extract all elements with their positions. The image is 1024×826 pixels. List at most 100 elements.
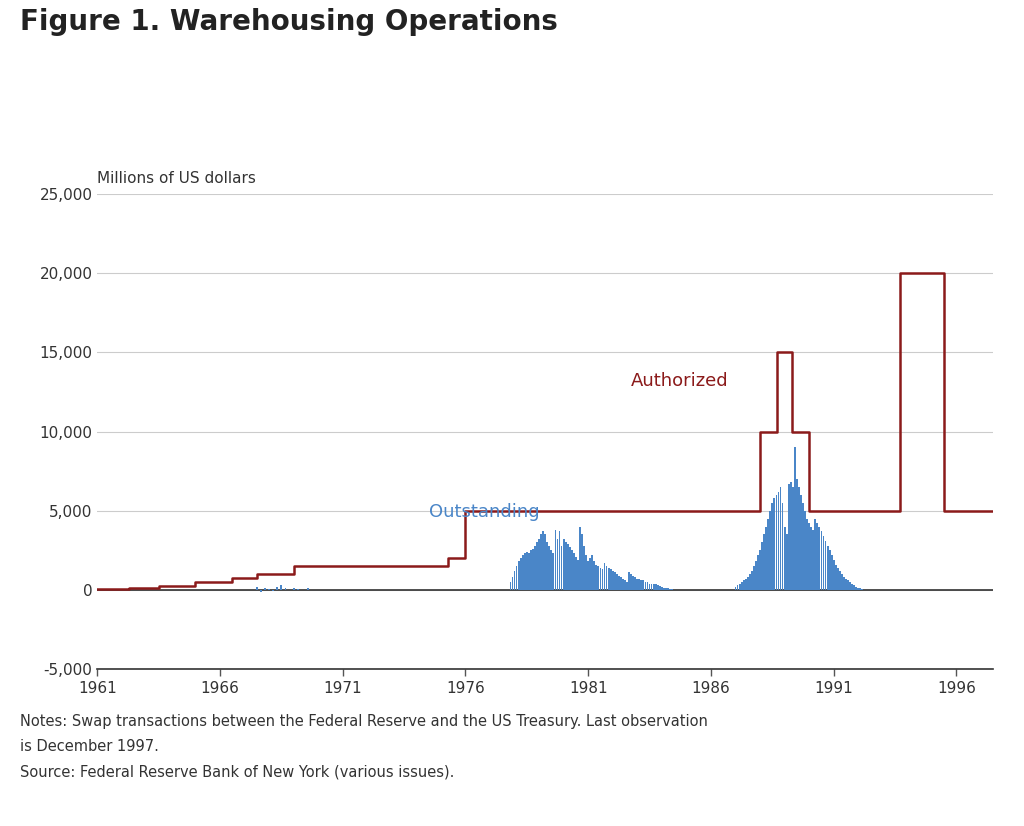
Bar — [564, 543, 566, 590]
Bar — [808, 524, 810, 590]
Bar — [281, 585, 283, 590]
Bar — [851, 583, 853, 590]
Bar — [557, 539, 558, 590]
Bar — [644, 582, 646, 590]
Bar — [771, 503, 773, 590]
Bar — [626, 582, 628, 590]
Bar — [796, 479, 798, 590]
Bar — [837, 567, 839, 590]
Bar — [307, 588, 309, 590]
Bar — [810, 527, 812, 590]
Bar — [663, 587, 665, 590]
Bar — [589, 558, 591, 590]
Bar — [526, 552, 527, 590]
Bar — [783, 527, 785, 590]
Bar — [800, 495, 802, 590]
Bar — [636, 579, 638, 590]
Bar — [835, 565, 837, 590]
Bar — [532, 548, 534, 590]
Bar — [740, 582, 742, 590]
Bar — [660, 586, 663, 590]
Bar — [841, 574, 843, 590]
Bar — [551, 550, 552, 590]
Bar — [812, 529, 814, 590]
Bar — [826, 546, 828, 590]
Bar — [609, 569, 611, 590]
Bar — [650, 583, 652, 590]
Bar — [773, 498, 775, 590]
Bar — [785, 534, 787, 590]
Bar — [561, 546, 562, 590]
Bar — [624, 581, 626, 590]
Bar — [570, 550, 572, 590]
Bar — [293, 588, 295, 590]
Bar — [753, 566, 755, 590]
Bar — [276, 586, 279, 590]
Bar — [787, 484, 790, 590]
Bar — [652, 583, 654, 590]
Bar — [617, 576, 620, 590]
Bar — [843, 577, 845, 590]
Bar — [746, 577, 749, 590]
Bar — [632, 576, 634, 590]
Bar — [514, 571, 515, 590]
Bar — [734, 586, 736, 590]
Bar — [656, 585, 658, 590]
Bar — [577, 560, 579, 590]
Bar — [572, 553, 574, 590]
Bar — [545, 534, 546, 590]
Bar — [658, 586, 660, 590]
Bar — [769, 510, 771, 590]
Bar — [256, 586, 258, 590]
Text: Source: Federal Reserve Bank of New York (various issues).: Source: Federal Reserve Bank of New York… — [20, 764, 455, 779]
Bar — [665, 588, 667, 590]
Bar — [528, 553, 529, 590]
Bar — [855, 586, 857, 590]
Bar — [579, 527, 581, 590]
Bar — [667, 588, 669, 590]
Bar — [818, 527, 820, 590]
Bar — [605, 566, 607, 590]
Bar — [510, 582, 511, 590]
Bar — [559, 531, 560, 590]
Bar — [738, 583, 740, 590]
Bar — [583, 546, 585, 590]
Bar — [537, 543, 538, 590]
Bar — [535, 546, 536, 590]
Bar — [512, 577, 513, 590]
Bar — [574, 557, 577, 590]
Text: Millions of US dollars: Millions of US dollars — [97, 171, 256, 186]
Bar — [802, 503, 804, 590]
Bar — [757, 555, 759, 590]
Bar — [599, 567, 601, 590]
Bar — [547, 543, 548, 590]
Bar — [775, 495, 777, 590]
Bar — [845, 579, 847, 590]
Bar — [593, 562, 595, 590]
Bar — [285, 588, 287, 590]
Bar — [798, 487, 800, 590]
Bar — [794, 448, 796, 590]
Bar — [767, 519, 769, 590]
Bar — [839, 571, 841, 590]
Bar — [518, 562, 519, 590]
Bar — [630, 574, 632, 590]
Bar — [640, 581, 642, 590]
Bar — [634, 577, 636, 590]
Bar — [638, 579, 640, 590]
Bar — [622, 579, 624, 590]
Text: is December 1997.: is December 1997. — [20, 739, 160, 754]
Bar — [790, 482, 792, 590]
Bar — [520, 558, 521, 590]
Bar — [742, 581, 744, 590]
Bar — [530, 550, 531, 590]
Bar — [272, 590, 274, 591]
Bar — [853, 585, 855, 590]
Bar — [792, 487, 794, 590]
Bar — [563, 539, 564, 590]
Bar — [849, 582, 851, 590]
Bar — [566, 544, 568, 590]
Text: Notes: Swap transactions between the Federal Reserve and the US Treasury. Last o: Notes: Swap transactions between the Fed… — [20, 714, 709, 729]
Bar — [543, 531, 544, 590]
Bar — [601, 569, 603, 590]
